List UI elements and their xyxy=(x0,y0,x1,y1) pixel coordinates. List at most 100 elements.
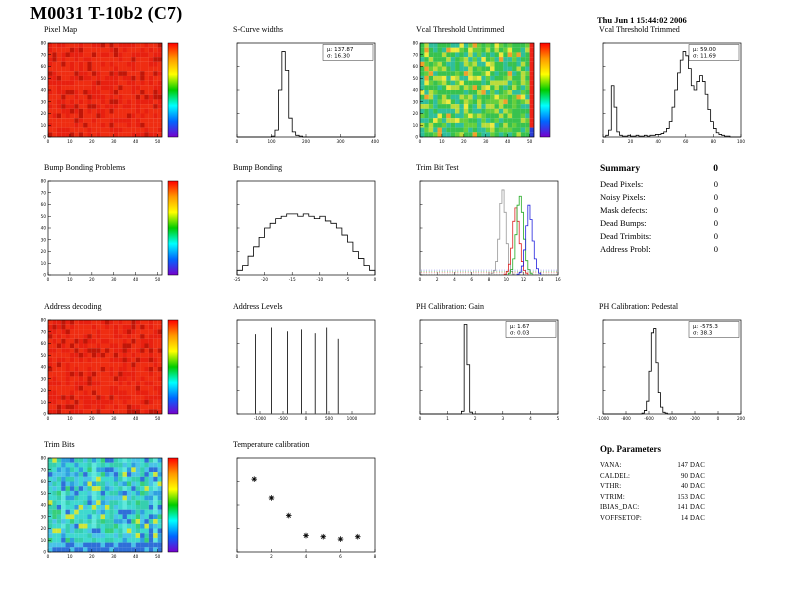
summary-panel: Summary 0 Dead Pixels: 0 Noisy Pixels: 0 Mask … xyxy=(600,164,718,256)
summary-row: Dead Trimbits: 0 xyxy=(600,230,718,243)
summary-row-value: 0 xyxy=(713,192,718,202)
svg-text:0: 0 xyxy=(47,416,50,421)
scurve-widths-chart: 0 100 200 300 400 μ: 137.87σ: 16.30 xyxy=(236,42,379,144)
plot-title: Pixel Map xyxy=(44,25,78,34)
svg-text:60: 60 xyxy=(41,341,47,346)
svg-text:0: 0 xyxy=(602,139,605,144)
stats-sigma: σ: 38.3 xyxy=(693,331,713,337)
axis-x: -1000 -500 0 500 1000 xyxy=(254,411,358,421)
plot-title: S-Curve widths xyxy=(233,25,283,34)
svg-text:200: 200 xyxy=(302,139,310,144)
svg-text:50: 50 xyxy=(155,139,161,144)
axis-x: 0 2 4 6 8 xyxy=(236,549,377,559)
svg-text:20: 20 xyxy=(89,416,95,421)
plot-ph-calibration-gain: PH Calibration: Gain 0 1 2 3 4 5 μ: 1.67 σ: 0.03 xyxy=(400,302,582,434)
svg-text:20: 20 xyxy=(628,139,634,144)
plot-title: PH Calibration: Gain xyxy=(416,302,484,311)
summary-row-value: 0 xyxy=(713,218,718,228)
axis-x: 0 100 200 300 400 xyxy=(236,134,379,144)
svg-text:70: 70 xyxy=(41,329,47,334)
svg-text:16: 16 xyxy=(555,277,561,282)
op_parameters-row-value: 40 DAC xyxy=(680,483,705,490)
svg-text:2: 2 xyxy=(474,416,477,421)
summary-total: 0 xyxy=(713,164,718,174)
svg-text:50: 50 xyxy=(41,76,47,81)
plot-bump-bonding-problems: Bump Bonding Problems 0 10 20 30 40 50 0 10 20 30 4… xyxy=(28,163,210,295)
svg-text:60: 60 xyxy=(413,64,419,69)
colorbar xyxy=(167,319,179,415)
svg-text:100: 100 xyxy=(737,139,745,144)
svg-text:0: 0 xyxy=(47,554,50,559)
axis-y: 0 10 20 30 40 50 60 70 80 xyxy=(41,179,51,278)
plot-title: Temperature calibration xyxy=(233,440,310,449)
summary-row-value: 0 xyxy=(713,179,718,189)
bump-bonding-chart: -25 -20 -15 -10 -5 0 xyxy=(234,180,377,282)
svg-text:5: 5 xyxy=(557,416,560,421)
plot-title: Trim Bit Test xyxy=(416,163,459,172)
svg-text:10: 10 xyxy=(413,123,419,128)
svg-text:-800: -800 xyxy=(621,416,631,421)
svg-text:30: 30 xyxy=(41,99,47,104)
stats-sigma: σ: 11.69 xyxy=(693,54,716,60)
vcal-threshold-trimmed-chart: 0 20 40 60 80 100 μ: 59.00σ: 11.69 xyxy=(602,42,745,144)
stats-box: μ: 59.00σ: 11.69 xyxy=(688,44,740,61)
svg-text:1: 1 xyxy=(446,416,449,421)
stats-mu: μ: 1.67 xyxy=(510,324,530,330)
op_parameters-row-label: VTHR: xyxy=(600,483,622,490)
axis-x: 0 20 40 60 80 100 xyxy=(602,134,745,144)
axis-x: 0 2 4 6 8 10 12 14 16 xyxy=(419,272,561,282)
svg-text:1000: 1000 xyxy=(347,416,358,421)
svg-text:40: 40 xyxy=(133,139,139,144)
svg-text:30: 30 xyxy=(41,376,47,381)
svg-text:20: 20 xyxy=(41,388,47,393)
summary-row-label: Dead Trimbits: xyxy=(600,231,652,241)
svg-text:40: 40 xyxy=(656,139,662,144)
svg-text:-1000: -1000 xyxy=(254,416,267,421)
stats-mu: μ: 137.87 xyxy=(327,47,354,53)
summary-row-label: Dead Pixels: xyxy=(600,179,644,189)
svg-text:0: 0 xyxy=(43,135,46,140)
svg-text:80: 80 xyxy=(41,456,47,461)
plot-title: Vcal Threshold Trimmed xyxy=(599,25,680,34)
plot-address-decoding: Address decoding 0 10 20 30 40 50 0 10 20 30 40 50 60… xyxy=(28,302,210,434)
svg-text:-15: -15 xyxy=(289,277,296,282)
stats-sigma: σ: 16.30 xyxy=(327,54,350,60)
series xyxy=(420,324,558,415)
axis-x: 0 10 20 30 40 50 xyxy=(47,134,161,144)
plot-trim-bits: Trim Bits 0 10 20 30 40 50 0 10 20 30 40 50 60 70 80 xyxy=(28,440,210,572)
svg-text:8: 8 xyxy=(488,277,491,282)
svg-text:50: 50 xyxy=(527,139,533,144)
op_parameters-row: VTRIM: 153 DAC xyxy=(600,493,705,504)
svg-text:80: 80 xyxy=(41,179,47,184)
svg-text:40: 40 xyxy=(41,88,47,93)
svg-text:-600: -600 xyxy=(644,416,654,421)
axis-y xyxy=(237,42,240,138)
svg-text:0: 0 xyxy=(305,416,308,421)
op_parameters-row: VOFFSETOP: 14 DAC xyxy=(600,514,705,525)
svg-text:0: 0 xyxy=(43,273,46,278)
series xyxy=(237,51,375,138)
svg-text:70: 70 xyxy=(41,52,47,57)
svg-text:100: 100 xyxy=(268,139,276,144)
svg-text:0: 0 xyxy=(415,135,418,140)
svg-text:60: 60 xyxy=(41,479,47,484)
op_parameters-row-value: 90 DAC xyxy=(680,472,705,480)
op_parameters-row-label: IBIAS_DAC: xyxy=(600,504,640,511)
plot-title: Bump Bonding xyxy=(233,163,283,172)
series xyxy=(421,189,557,275)
summary-row-value: 0 xyxy=(713,231,718,241)
svg-text:50: 50 xyxy=(41,491,47,496)
svg-text:14: 14 xyxy=(538,277,544,282)
op_parameters-row-value: 141 DAC xyxy=(677,504,705,511)
svg-text:10: 10 xyxy=(41,261,47,266)
svg-text:50: 50 xyxy=(155,416,161,421)
svg-text:10: 10 xyxy=(41,123,47,128)
svg-text:4: 4 xyxy=(453,277,456,282)
stats-box: μ: 137.87σ: 16.30 xyxy=(322,44,374,61)
address-levels-chart: -1000 -500 0 500 1000 xyxy=(236,319,376,421)
plot-frame xyxy=(47,180,163,276)
svg-text:30: 30 xyxy=(111,554,117,559)
svg-text:0: 0 xyxy=(374,277,377,282)
svg-text:30: 30 xyxy=(413,99,419,104)
plot-title: Address Levels xyxy=(233,302,283,311)
